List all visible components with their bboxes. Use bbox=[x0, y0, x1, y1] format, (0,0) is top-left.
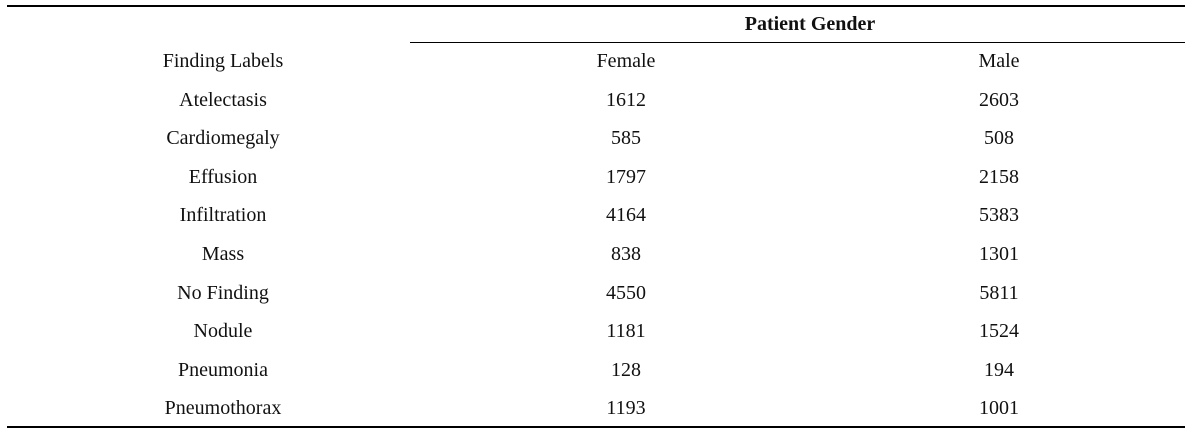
female-count: 838 bbox=[611, 242, 641, 265]
finding-label: Mass bbox=[201, 242, 245, 265]
column-header-female: Female bbox=[596, 50, 656, 72]
header-row: Finding Labels Female Male bbox=[7, 44, 1185, 83]
female-count: 1181 bbox=[606, 320, 646, 343]
finding-label: Cardiomegaly bbox=[166, 127, 280, 150]
table-row: Infiltration 4164 5383 bbox=[7, 198, 1185, 237]
female-count: 1193 bbox=[606, 397, 646, 420]
finding-label: Effusion bbox=[188, 165, 258, 188]
table-row: Atelectasis 1612 2603 bbox=[7, 83, 1185, 122]
female-count: 4164 bbox=[606, 204, 646, 227]
female-count: 4550 bbox=[606, 281, 646, 304]
table-row: Pneumothorax 1193 1001 bbox=[7, 391, 1185, 430]
finding-label: Nodule bbox=[193, 320, 253, 343]
male-count: 5383 bbox=[979, 204, 1019, 227]
male-count: 1001 bbox=[979, 397, 1019, 420]
female-count: 128 bbox=[611, 358, 641, 381]
table-row: Cardiomegaly 585 508 bbox=[7, 121, 1185, 160]
finding-label: No Finding bbox=[177, 281, 269, 304]
male-count: 508 bbox=[984, 127, 1014, 150]
male-count: 194 bbox=[984, 358, 1014, 381]
female-count: 585 bbox=[611, 127, 641, 150]
table-row: Nodule 1181 1524 bbox=[7, 314, 1185, 353]
female-count: 1797 bbox=[606, 165, 646, 188]
top-rule bbox=[7, 5, 1185, 7]
table-row: No Finding 4550 5811 bbox=[7, 276, 1185, 315]
column-header-finding-labels: Finding Labels bbox=[162, 50, 284, 72]
finding-label: Atelectasis bbox=[179, 88, 267, 111]
group-header-rule bbox=[410, 42, 1185, 43]
table-row: Pneumonia 128 194 bbox=[7, 353, 1185, 392]
male-count: 1301 bbox=[979, 242, 1019, 265]
bottom-rule bbox=[7, 426, 1185, 428]
group-header: Patient Gender bbox=[744, 13, 876, 35]
finding-label: Infiltration bbox=[179, 204, 267, 227]
table-row: Effusion 1797 2158 bbox=[7, 160, 1185, 199]
finding-label: Pneumothorax bbox=[164, 397, 282, 420]
male-count: 1524 bbox=[979, 320, 1019, 343]
male-count: 2158 bbox=[979, 165, 1019, 188]
female-count: 1612 bbox=[606, 88, 646, 111]
male-count: 2603 bbox=[979, 88, 1019, 111]
male-count: 5811 bbox=[979, 281, 1019, 304]
finding-label: Pneumonia bbox=[178, 358, 268, 381]
table-row: Mass 838 1301 bbox=[7, 237, 1185, 276]
column-header-male: Male bbox=[978, 50, 1020, 72]
table-body: Finding Labels Female Male Atelectasis 1… bbox=[7, 44, 1185, 430]
